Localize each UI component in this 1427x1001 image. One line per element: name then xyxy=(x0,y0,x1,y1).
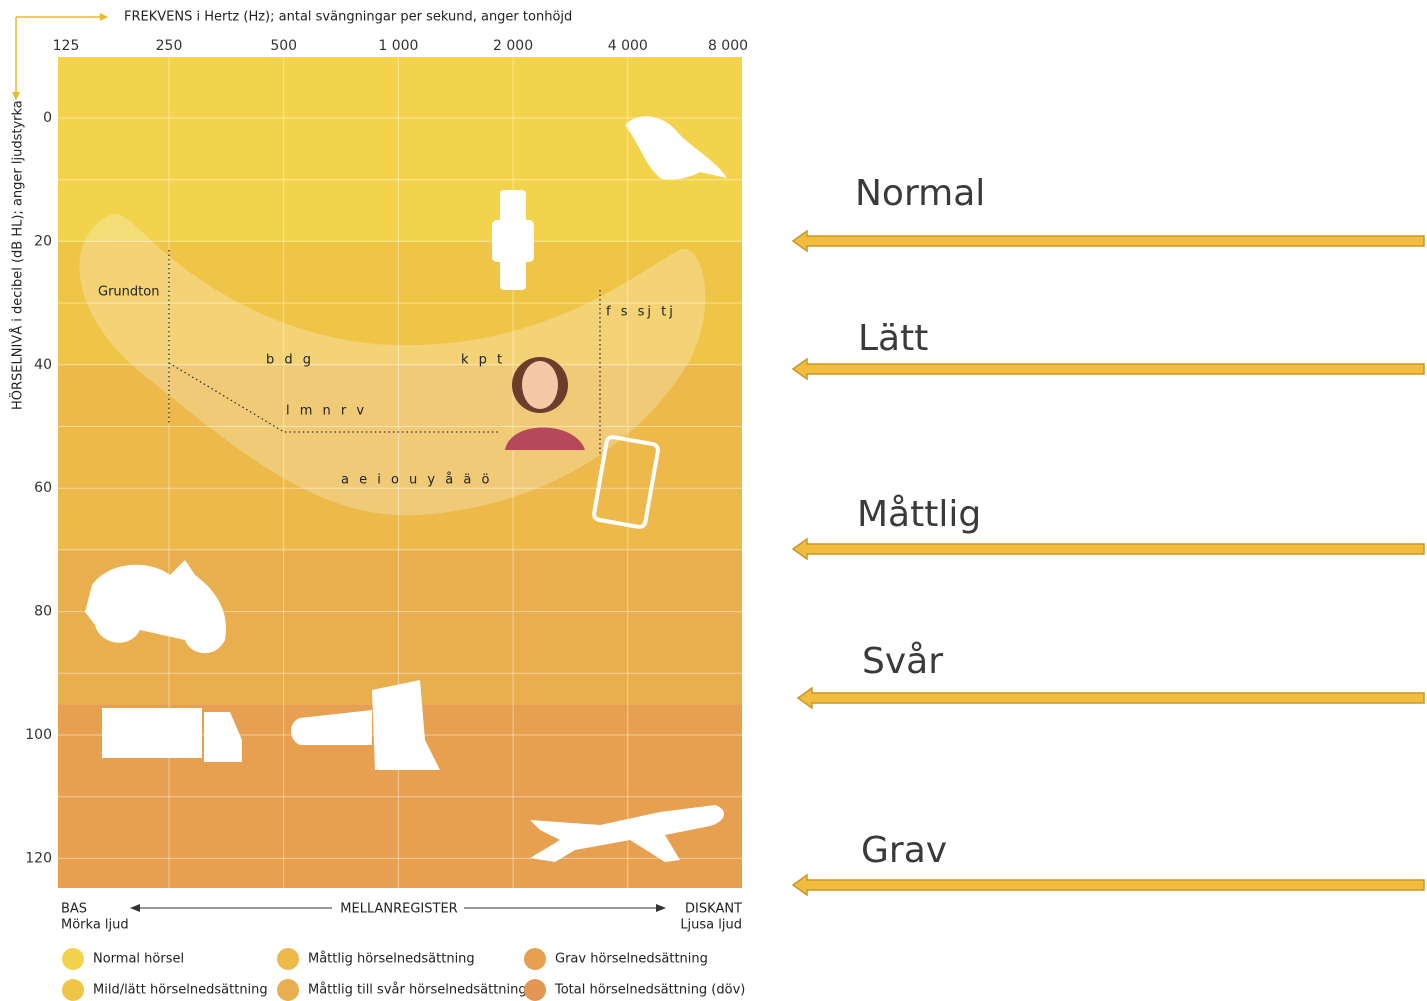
legend-swatch xyxy=(524,979,546,1001)
legend-label: Måttlig till svår hörselnedsättning xyxy=(308,983,527,998)
speech-label: a e i o u y å ä ö xyxy=(341,473,492,488)
legend-label: Total hörselnedsättning (döv) xyxy=(554,983,745,998)
y-tick-label: 20 xyxy=(34,233,52,249)
truck-icon xyxy=(102,708,202,758)
hearing-band xyxy=(58,57,742,241)
speech-label: f s sj tj xyxy=(606,305,676,320)
arrow-label: Grav xyxy=(861,830,947,871)
legend-label: Mild/lätt hörselnedsättning xyxy=(93,983,268,998)
y-tick-label: 80 xyxy=(34,604,52,620)
audiogram: Grundton b d g k p t f s sj tj l m n r v… xyxy=(0,0,1427,1001)
x-tick-label: 1 000 xyxy=(378,38,418,54)
x-tick-label: 500 xyxy=(270,38,297,54)
register-left-sub: Mörka ljud xyxy=(61,918,129,933)
x-tick-label: 2 000 xyxy=(493,38,533,54)
y-tick-label: 100 xyxy=(25,727,52,743)
arrow xyxy=(793,231,1424,251)
x-tick-label: 4 000 xyxy=(608,38,648,54)
arrow-label: Lätt xyxy=(858,318,928,359)
speech-label: k p t xyxy=(461,353,505,368)
register-middle: MELLANREGISTER xyxy=(340,902,457,917)
arrow-label: Måttlig xyxy=(857,494,981,535)
arrow xyxy=(793,359,1424,379)
face-icon xyxy=(522,361,558,409)
legend-swatch xyxy=(62,979,84,1001)
legend-label: Måttlig hörselnedsättning xyxy=(308,952,475,967)
speech-label: Grundton xyxy=(98,285,159,300)
legend-label: Normal hörsel xyxy=(93,952,184,967)
legend-swatch xyxy=(277,979,299,1001)
y-tick-label: 120 xyxy=(25,850,52,866)
legend-swatch xyxy=(62,948,84,970)
register-left: BAS xyxy=(61,902,87,917)
y-tick-label: 0 xyxy=(43,110,52,126)
legend-label: Grav hörselnedsättning xyxy=(555,952,708,967)
legend-swatch xyxy=(524,948,546,970)
y-tick-label: 60 xyxy=(34,480,52,496)
speech-label: b d g xyxy=(266,353,314,368)
arrow xyxy=(798,688,1424,708)
arrow xyxy=(793,875,1424,895)
x-tick-label: 250 xyxy=(156,38,183,54)
register-right: DISKANT xyxy=(685,902,742,917)
x-tick-label: 8 000 xyxy=(708,38,748,54)
arrow-label: Normal xyxy=(855,173,985,214)
arrow xyxy=(793,539,1424,559)
register-right-sub: Ljusa ljud xyxy=(680,918,742,933)
y-axis-title: HÖRSELNIVÅ i decibel (dB HL); anger ljud… xyxy=(9,100,26,410)
speech-label: l m n r v xyxy=(286,404,367,419)
watch-strap xyxy=(500,190,526,290)
legend-swatch xyxy=(277,948,299,970)
arrow-label: Svår xyxy=(862,641,943,682)
y-tick-label: 40 xyxy=(34,357,52,373)
x-axis-title: FREKVENS i Hertz (Hz); antal svängningar… xyxy=(124,10,572,25)
x-tick-label: 125 xyxy=(53,38,80,54)
